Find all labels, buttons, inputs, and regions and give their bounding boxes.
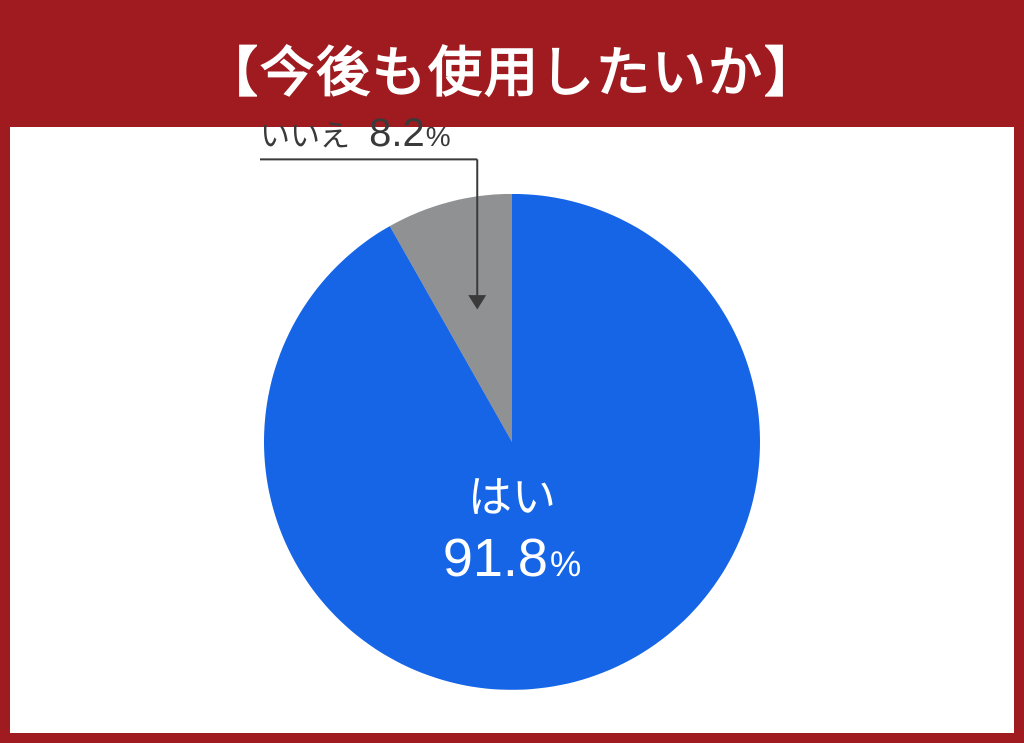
- chart-area: はい 91.8% いいえ 8.2%: [10, 127, 1014, 742]
- slice-name-main: はい: [443, 470, 581, 525]
- chart-frame: 【今後も使用したいか】 はい 91.8% いいえ 8.2%: [0, 0, 1024, 743]
- slice-label-callout: いいえ 8.2%: [260, 111, 451, 156]
- slice-name-callout: いいえ: [260, 120, 350, 153]
- pie-chart: [264, 193, 760, 689]
- slice-value-main: 91.8%: [443, 525, 581, 593]
- title-bar: 【今後も使用したいか】: [10, 10, 1014, 127]
- title-text: 【今後も使用したいか】: [204, 43, 820, 103]
- pie-wrap: [264, 193, 760, 689]
- slice-value-callout: 8.2%: [369, 111, 451, 155]
- slice-label-main: はい 91.8%: [443, 470, 581, 593]
